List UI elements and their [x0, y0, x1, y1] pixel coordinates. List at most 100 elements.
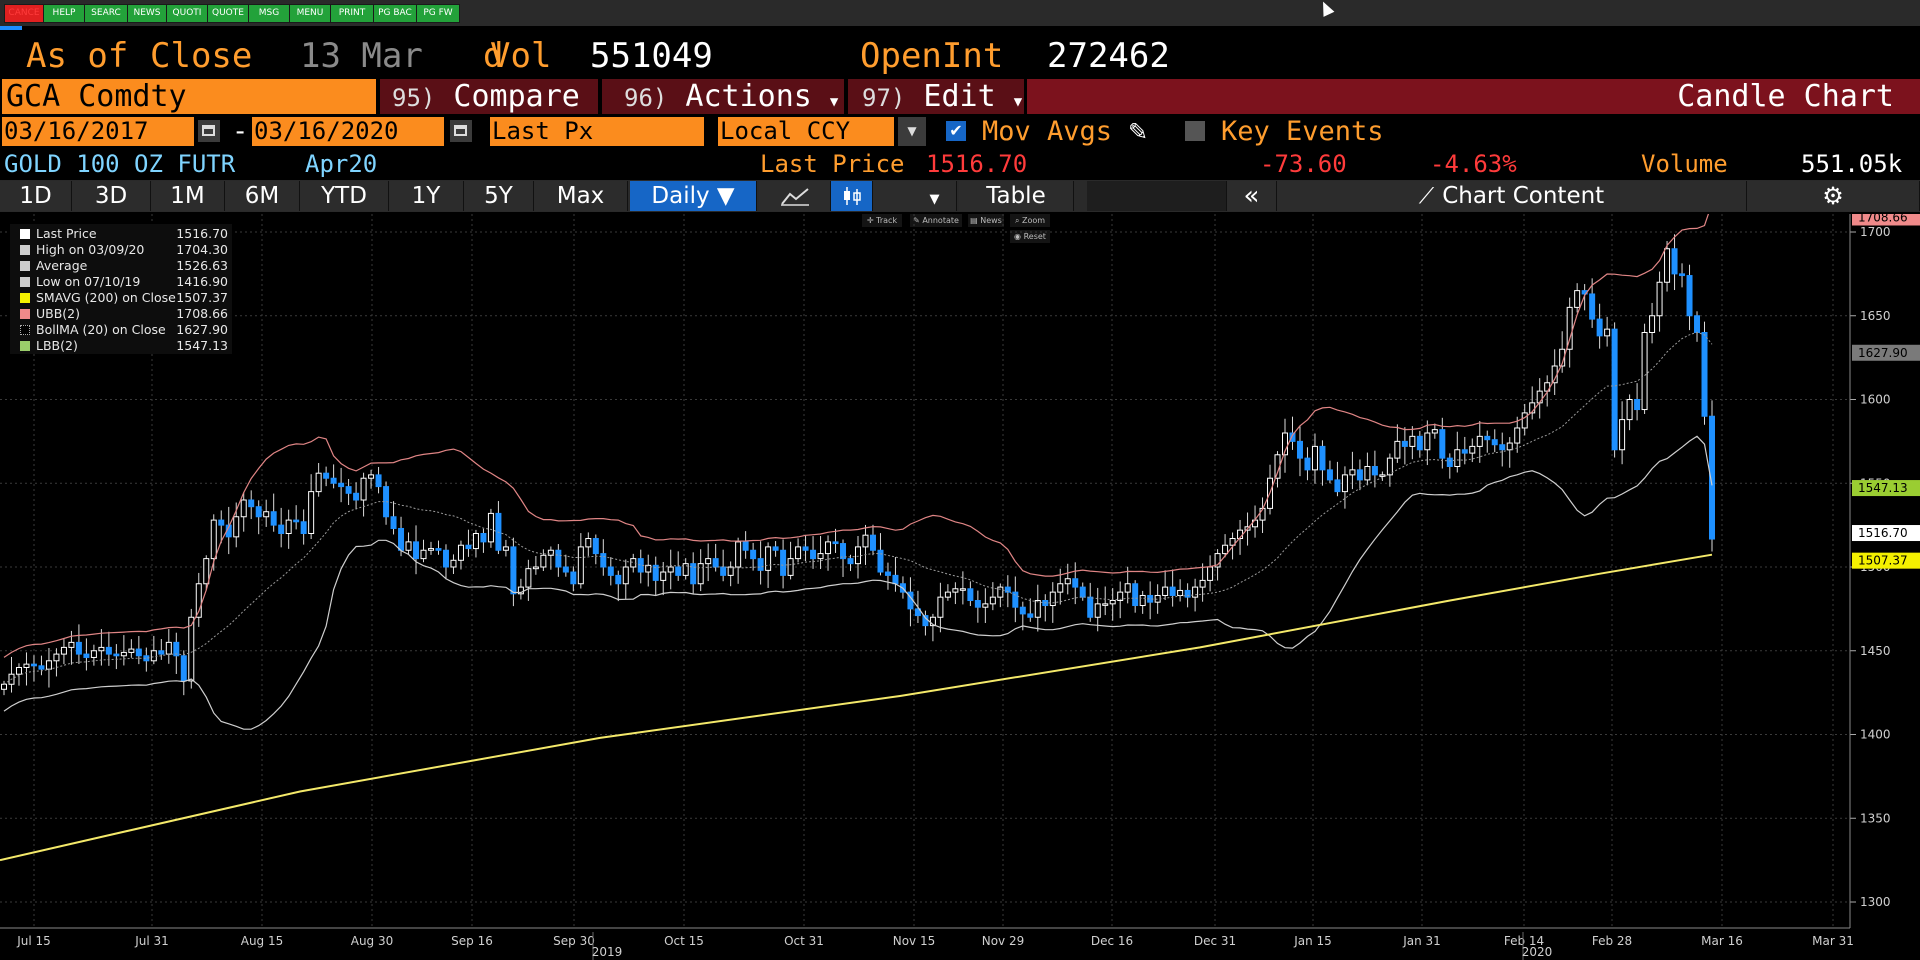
pencil-icon[interactable]: ✎ — [1128, 118, 1149, 146]
function-key-news[interactable]: NEWS — [127, 4, 167, 23]
function-key-quoti[interactable]: QUOTI — [166, 4, 208, 23]
candle-body — [1439, 429, 1446, 459]
zoom-tool[interactable]: ⌕ Zoom — [1010, 214, 1050, 227]
end-date-input[interactable]: 03/16/2020 — [252, 117, 444, 146]
chevron-down-icon[interactable]: ▼ — [898, 117, 926, 146]
function-key-print[interactable]: PRINT — [330, 4, 374, 23]
range-ytd-button[interactable]: YTD — [300, 181, 389, 211]
table-button[interactable]: Table — [959, 181, 1074, 211]
candle-body — [45, 660, 52, 670]
compare-button[interactable]: 95) Compare — [380, 79, 598, 114]
collapse-button[interactable]: « — [1227, 181, 1277, 211]
candle-body — [562, 566, 569, 573]
candle-body — [398, 527, 405, 551]
volume-field-value: 551.05k — [1801, 150, 1903, 178]
range-max-button[interactable]: Max — [534, 181, 628, 211]
calendar-icon[interactable] — [198, 120, 220, 142]
function-key-quote[interactable]: QUOTE — [207, 4, 249, 23]
range-1y-button[interactable]: 1Y — [389, 181, 464, 211]
candle-body — [944, 591, 951, 598]
y-tick-label: 1450 — [1860, 644, 1891, 658]
candle-body — [840, 543, 847, 560]
reset-tool[interactable]: ◉ Reset — [1010, 230, 1050, 243]
candle-body — [1057, 583, 1064, 593]
ticker-input[interactable]: GCA Comdty — [2, 79, 376, 114]
calendar-icon[interactable] — [450, 120, 472, 142]
track-tool[interactable]: ✛ Track — [862, 214, 902, 227]
mov-avgs-checkbox[interactable]: ✔ — [946, 121, 966, 141]
actions-button[interactable]: 96) Actions ▼ — [602, 79, 844, 114]
candle-body — [300, 521, 307, 534]
function-key-menu[interactable]: MENU — [289, 4, 331, 23]
gear-icon[interactable]: ⚙ — [1747, 181, 1920, 211]
legend-swatch — [20, 293, 30, 303]
candle-body — [1184, 589, 1191, 598]
candle-body — [135, 648, 142, 657]
candle-body — [705, 558, 712, 565]
function-key-cance[interactable]: CANCE — [4, 4, 44, 23]
price-chart[interactable]: 170016501600155015001450140013501300Jul … — [0, 214, 1920, 960]
function-key-pg-bac[interactable]: PG BAC — [373, 4, 417, 23]
legend-item[interactable]: Last Price 1516.70 — [10, 226, 232, 242]
candle-body — [1574, 290, 1581, 308]
edit-button[interactable]: 97) Edit ▼ — [848, 79, 1024, 114]
start-date-input[interactable]: 03/16/2017 — [2, 117, 194, 146]
field-select[interactable]: Last Px — [490, 117, 704, 146]
range-5y-button[interactable]: 5Y — [464, 181, 534, 211]
function-key-pg-fw[interactable]: PG FW — [416, 4, 460, 23]
candle-body — [472, 533, 479, 550]
candle-body — [989, 596, 996, 605]
x-tick-label: Nov 15 — [893, 934, 936, 948]
candle-body — [1611, 328, 1618, 451]
price-tag — [1852, 480, 1920, 497]
candle-body — [967, 588, 974, 601]
candle-body — [1409, 435, 1416, 447]
candle-body — [308, 491, 315, 534]
period-dropdown[interactable]: Daily ▼ — [630, 181, 757, 211]
candle-body — [1087, 596, 1094, 618]
candle-body — [420, 549, 427, 560]
candle-body — [817, 553, 824, 560]
price-tag — [1852, 552, 1920, 569]
function-key-searc[interactable]: SEARC — [84, 4, 128, 23]
chevron-down-icon[interactable]: ▼ — [873, 181, 957, 211]
range-1m-button[interactable]: 1M — [151, 181, 225, 211]
legend-item[interactable]: SMAVG (200) on Close 1507.37 — [10, 290, 232, 306]
legend-item[interactable]: BollMA (20) on Close 1627.90 — [10, 322, 232, 338]
legend-value: 1704.30 — [176, 242, 228, 257]
legend-item[interactable]: High on 03/09/20 1704.30 — [10, 242, 232, 258]
top-strip — [0, 26, 1920, 30]
x-tick-label: Jul 31 — [134, 934, 169, 948]
price-tag-label: 1547.13 — [1858, 481, 1908, 495]
candle-body — [1109, 600, 1116, 605]
candle-chart-icon[interactable] — [831, 181, 873, 211]
legend-item[interactable]: Average 1526.63 — [10, 258, 232, 274]
candle-body — [1341, 474, 1348, 493]
price-tag — [1852, 344, 1920, 361]
annotate-tool[interactable]: ✎ Annotate — [910, 214, 962, 227]
legend-item[interactable]: Low on 07/10/19 1416.90 — [10, 274, 232, 290]
candle-body — [1424, 432, 1431, 451]
chart-content-button[interactable]: ⟋ Chart Content — [1277, 181, 1747, 211]
function-key-msg[interactable]: MSG — [248, 4, 290, 23]
function-key-help[interactable]: HELP — [43, 4, 85, 23]
candle-body — [622, 566, 629, 585]
y-tick-label: 1700 — [1860, 225, 1891, 239]
as-of-date: 13 Mar — [300, 36, 423, 76]
candle-body — [30, 663, 37, 667]
range-6m-button[interactable]: 6M — [225, 181, 300, 211]
line-chart-icon[interactable] — [759, 181, 831, 211]
candle-body — [405, 541, 412, 551]
range-1d-button[interactable]: 1D — [0, 181, 72, 211]
bollinger-upper-band — [3, 214, 1710, 658]
candle-body — [1514, 427, 1521, 444]
legend-item[interactable]: UBB(2) 1708.66 — [10, 306, 232, 322]
candle-body — [270, 511, 277, 526]
news-tool[interactable]: ▤ News — [968, 214, 1004, 227]
legend-item[interactable]: LBB(2) 1547.13 — [10, 338, 232, 354]
range-3d-button[interactable]: 3D — [72, 181, 151, 211]
legend-value: 1547.13 — [176, 338, 228, 353]
currency-select[interactable]: Local CCY — [718, 117, 894, 146]
candle-body — [780, 549, 787, 576]
key-events-checkbox[interactable] — [1185, 121, 1205, 141]
